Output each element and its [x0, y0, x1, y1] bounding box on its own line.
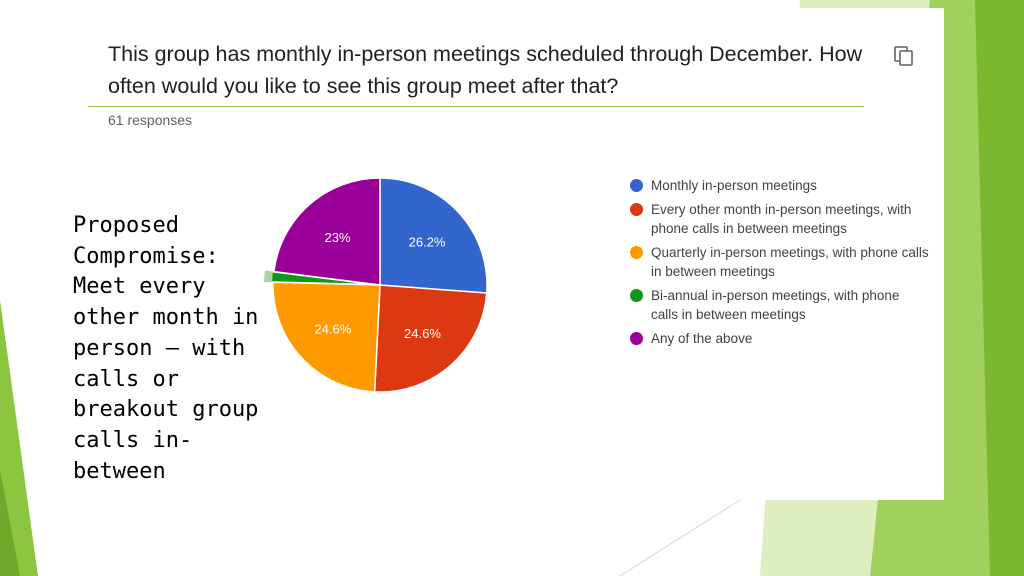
compromise-text: Proposed Compromise: Meet every other mo… — [73, 213, 259, 484]
pie-slice-4 — [273, 177, 381, 286]
legend-item-2: Quarterly in-person meetings, with phone… — [629, 243, 929, 281]
legend-swatch-3 — [630, 289, 643, 302]
legend-item-0: Monthly in-person meetings — [629, 176, 929, 195]
legend-label-0: Monthly in-person meetings — [651, 178, 817, 193]
legend-label-3: Bi-annual in-person meetings, with phone… — [651, 288, 900, 322]
legend-swatch-0 — [630, 179, 643, 192]
legend-label-2: Quarterly in-person meetings, with phone… — [651, 245, 929, 279]
pie-slice-highlight — [264, 270, 273, 283]
survey-card: This group has monthly in-person meeting… — [52, 8, 944, 500]
copy-icon[interactable] — [892, 44, 916, 68]
pie-label-0: 26.2% — [409, 234, 446, 249]
legend-item-4: Any of the above — [629, 329, 929, 348]
chart-legend: Monthly in-person meetings Every other mo… — [629, 176, 929, 353]
legend-label-1: Every other month in-person meetings, wi… — [651, 202, 912, 236]
divider — [88, 106, 864, 107]
pie-label-4: 23% — [325, 230, 351, 245]
pie-label-2: 24.6% — [314, 322, 351, 337]
pie-label-1: 24.6% — [404, 326, 441, 341]
pie-slice-0 — [379, 177, 488, 294]
response-count: 61 responses — [108, 112, 193, 128]
legend-item-3: Bi-annual in-person meetings, with phone… — [629, 286, 929, 324]
pie-chart: 26.2% 24.6% 24.6% 23% — [264, 177, 488, 393]
question-title: This group has monthly in-person meeting… — [108, 42, 863, 98]
legend-swatch-1 — [630, 203, 643, 216]
legend-label-4: Any of the above — [651, 331, 753, 346]
pie-slice-2 — [272, 281, 381, 393]
legend-swatch-4 — [630, 332, 643, 345]
pie-slice-1 — [373, 284, 488, 393]
legend-item-1: Every other month in-person meetings, wi… — [629, 200, 929, 238]
legend-swatch-2 — [630, 246, 643, 259]
